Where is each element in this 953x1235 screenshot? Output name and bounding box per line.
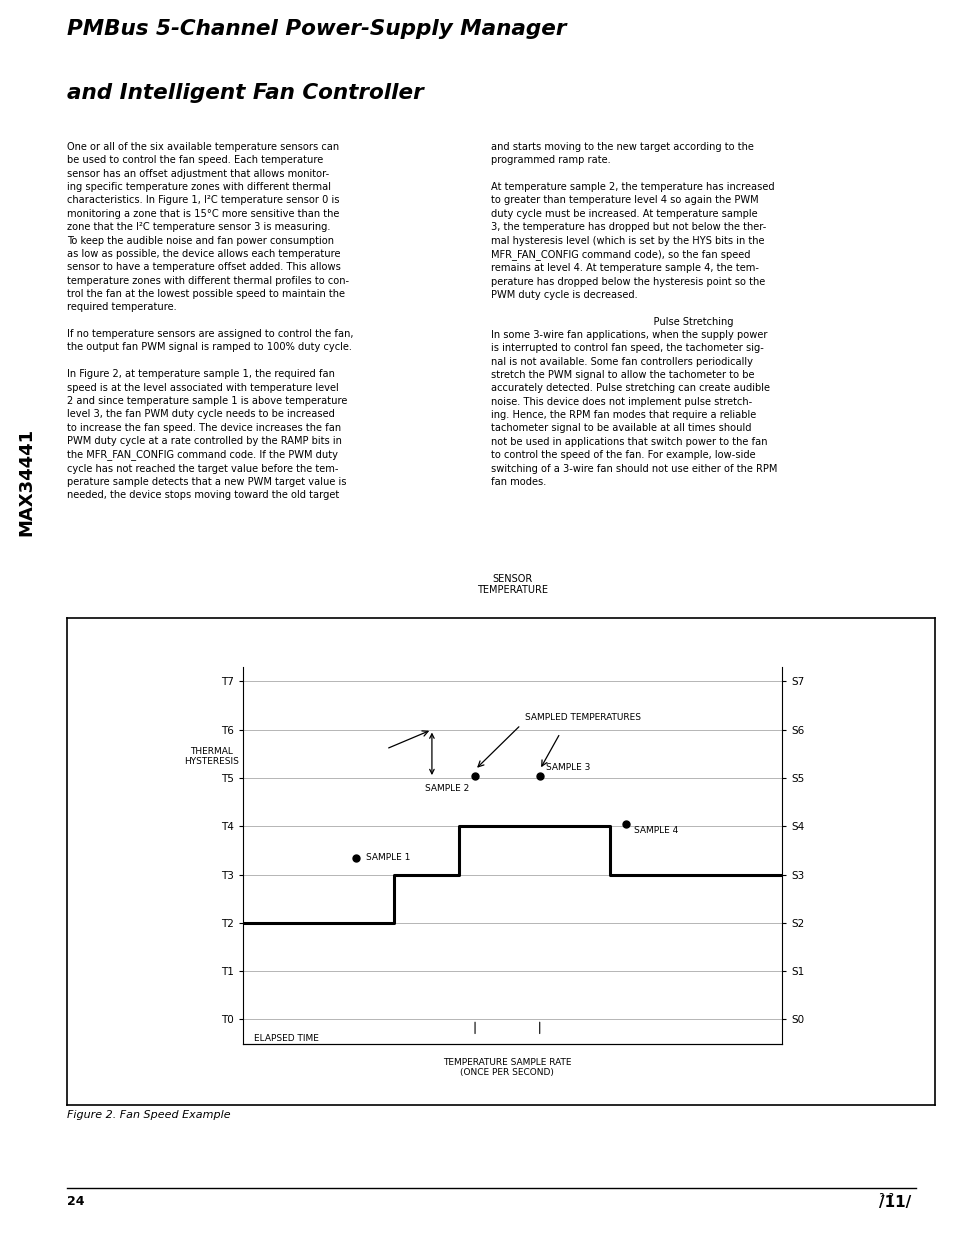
Text: MAX34441: MAX34441 xyxy=(17,427,35,536)
Text: PMBus 5-Channel Power-Supply Manager: PMBus 5-Channel Power-Supply Manager xyxy=(67,19,566,38)
Text: and Intelligent Fan Controller: and Intelligent Fan Controller xyxy=(67,83,423,103)
Text: Figure 2. Fan Speed Example: Figure 2. Fan Speed Example xyxy=(67,1110,231,1120)
Text: SENSOR
TEMPERATURE: SENSOR TEMPERATURE xyxy=(476,574,548,595)
Text: TEMPERATURE SAMPLE RATE
(ONCE PER SECOND): TEMPERATURE SAMPLE RATE (ONCE PER SECOND… xyxy=(443,1058,571,1077)
Text: 24: 24 xyxy=(67,1194,84,1208)
Text: SAMPLE 2: SAMPLE 2 xyxy=(425,784,469,793)
Text: and starts moving to the new target according to the
programmed ramp rate.

At t: and starts moving to the new target acco… xyxy=(491,142,777,487)
Text: THERMAL
HYSTERESIS: THERMAL HYSTERESIS xyxy=(184,746,238,766)
Text: SAMPLED TEMPERATURES: SAMPLED TEMPERATURES xyxy=(524,714,640,722)
Text: SAMPLE 1: SAMPLE 1 xyxy=(366,853,410,862)
Text: SAMPLE 3: SAMPLE 3 xyxy=(546,763,590,772)
Text: One or all of the six available temperature sensors can
be used to control the f: One or all of the six available temperat… xyxy=(67,142,353,500)
Text: /̉1̉1/: /̉1̉1/ xyxy=(878,1195,910,1210)
Text: ELAPSED TIME: ELAPSED TIME xyxy=(253,1034,318,1042)
Text: SAMPLE 4: SAMPLE 4 xyxy=(634,826,678,835)
